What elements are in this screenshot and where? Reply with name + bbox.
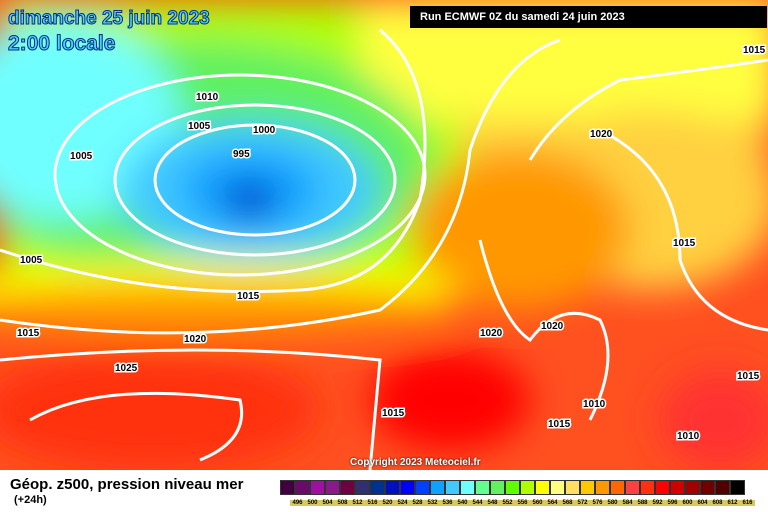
scale-tick-label: 540 [455, 500, 470, 506]
scale-tick-label: 520 [380, 500, 395, 506]
scale-tick-label: 532 [425, 500, 440, 506]
scale-tick-label: 608 [710, 500, 725, 506]
forecast-date: dimanche 25 juin 2023 [8, 8, 211, 30]
scale-tick-label: 524 [395, 500, 410, 506]
color-swatch [595, 480, 610, 495]
svg-text:1010: 1010 [677, 431, 700, 442]
color-swatch [550, 480, 565, 495]
color-swatch [295, 480, 310, 495]
scale-tick-label: 508 [335, 500, 350, 506]
color-swatch [655, 480, 670, 495]
scale-tick-label: 548 [485, 500, 500, 506]
forecast-time: 2:00 locale [7, 32, 116, 56]
color-scale-ticks: 496 500 504 508 512 516 520 524 528 532 536 540 544 5… [290, 500, 755, 506]
scale-tick-label: 528 [410, 500, 425, 506]
scale-tick-label: 596 [665, 500, 680, 506]
svg-text:1015: 1015 [548, 419, 571, 430]
color-swatch [625, 480, 640, 495]
scale-tick-label: 500 [305, 500, 320, 506]
svg-text:1010: 1010 [196, 92, 219, 103]
color-swatch [505, 480, 520, 495]
svg-text:1000: 1000 [253, 125, 276, 136]
color-swatch [715, 480, 730, 495]
color-swatch [340, 480, 355, 495]
scale-tick-label: 536 [440, 500, 455, 506]
scale-tick-label: 584 [620, 500, 635, 506]
scale-tick-label: 604 [695, 500, 710, 506]
svg-text:1015: 1015 [743, 45, 766, 56]
svg-text:1025: 1025 [115, 363, 138, 374]
svg-text:1015: 1015 [737, 371, 760, 382]
scale-tick-label: 580 [605, 500, 620, 506]
color-swatch [640, 480, 655, 495]
legend-panel: Géop. z500, pression niveau mer (+24h) 4… [0, 470, 768, 512]
svg-text:1015: 1015 [673, 238, 696, 249]
scale-tick-label: 560 [530, 500, 545, 506]
weather-map: 1015 1010 1005 1000 995 1005 1020 1005 1… [0, 0, 768, 470]
color-swatch [325, 480, 340, 495]
color-swatch [430, 480, 445, 495]
color-swatch [670, 480, 685, 495]
scale-tick-label: 612 [725, 500, 740, 506]
color-swatch [370, 480, 385, 495]
scale-tick-label: 496 [290, 500, 305, 506]
scale-tick-label: 576 [590, 500, 605, 506]
svg-text:1005: 1005 [70, 151, 93, 162]
color-swatch [385, 480, 400, 495]
copyright: Copyright 2023 Meteociel.fr [350, 457, 481, 468]
scale-tick-label: 600 [680, 500, 695, 506]
color-swatch [415, 480, 430, 495]
legend-subtitle: (+24h) [14, 494, 47, 506]
scale-tick-label: 504 [320, 500, 335, 506]
color-swatch [475, 480, 490, 495]
color-swatch [310, 480, 325, 495]
scale-tick-label: 588 [635, 500, 650, 506]
scale-tick-label: 572 [575, 500, 590, 506]
svg-text:995: 995 [233, 149, 250, 160]
color-swatch [535, 480, 550, 495]
svg-text:1015: 1015 [382, 408, 405, 419]
svg-text:1020: 1020 [184, 334, 207, 345]
model-run-label: Run ECMWF 0Z du samedi 24 juin 2023 [410, 6, 767, 28]
scale-tick-label: 568 [560, 500, 575, 506]
color-swatch [610, 480, 625, 495]
legend-title: Géop. z500, pression niveau mer [10, 476, 244, 493]
svg-text:1010: 1010 [583, 399, 606, 410]
svg-text:1005: 1005 [188, 121, 211, 132]
svg-text:1020: 1020 [590, 129, 613, 140]
scale-tick-label: 552 [500, 500, 515, 506]
scale-tick-label: 564 [545, 500, 560, 506]
scale-tick-label: 556 [515, 500, 530, 506]
color-swatch [730, 480, 745, 495]
svg-text:1020: 1020 [541, 321, 564, 332]
isobar-labels: 1015 1010 1005 1000 995 1005 1020 1005 1… [16, 44, 768, 444]
scale-tick-label: 592 [650, 500, 665, 506]
color-scale [280, 480, 745, 495]
isobars [0, 28, 768, 470]
scale-tick-label: 544 [470, 500, 485, 506]
color-swatch [490, 480, 505, 495]
color-swatch [580, 480, 595, 495]
scale-tick-label: 512 [350, 500, 365, 506]
color-swatch [700, 480, 715, 495]
color-swatch [565, 480, 580, 495]
color-swatch [685, 480, 700, 495]
svg-text:1020: 1020 [480, 328, 503, 339]
scale-tick-label: 616 [740, 500, 755, 506]
color-swatch [400, 480, 415, 495]
color-swatch [460, 480, 475, 495]
color-swatch [520, 480, 535, 495]
color-swatch [445, 480, 460, 495]
color-swatch [355, 480, 370, 495]
scale-tick-label: 516 [365, 500, 380, 506]
color-swatch [280, 480, 295, 495]
svg-text:1005: 1005 [20, 255, 43, 266]
svg-text:1015: 1015 [17, 328, 40, 339]
svg-text:1015: 1015 [237, 291, 260, 302]
